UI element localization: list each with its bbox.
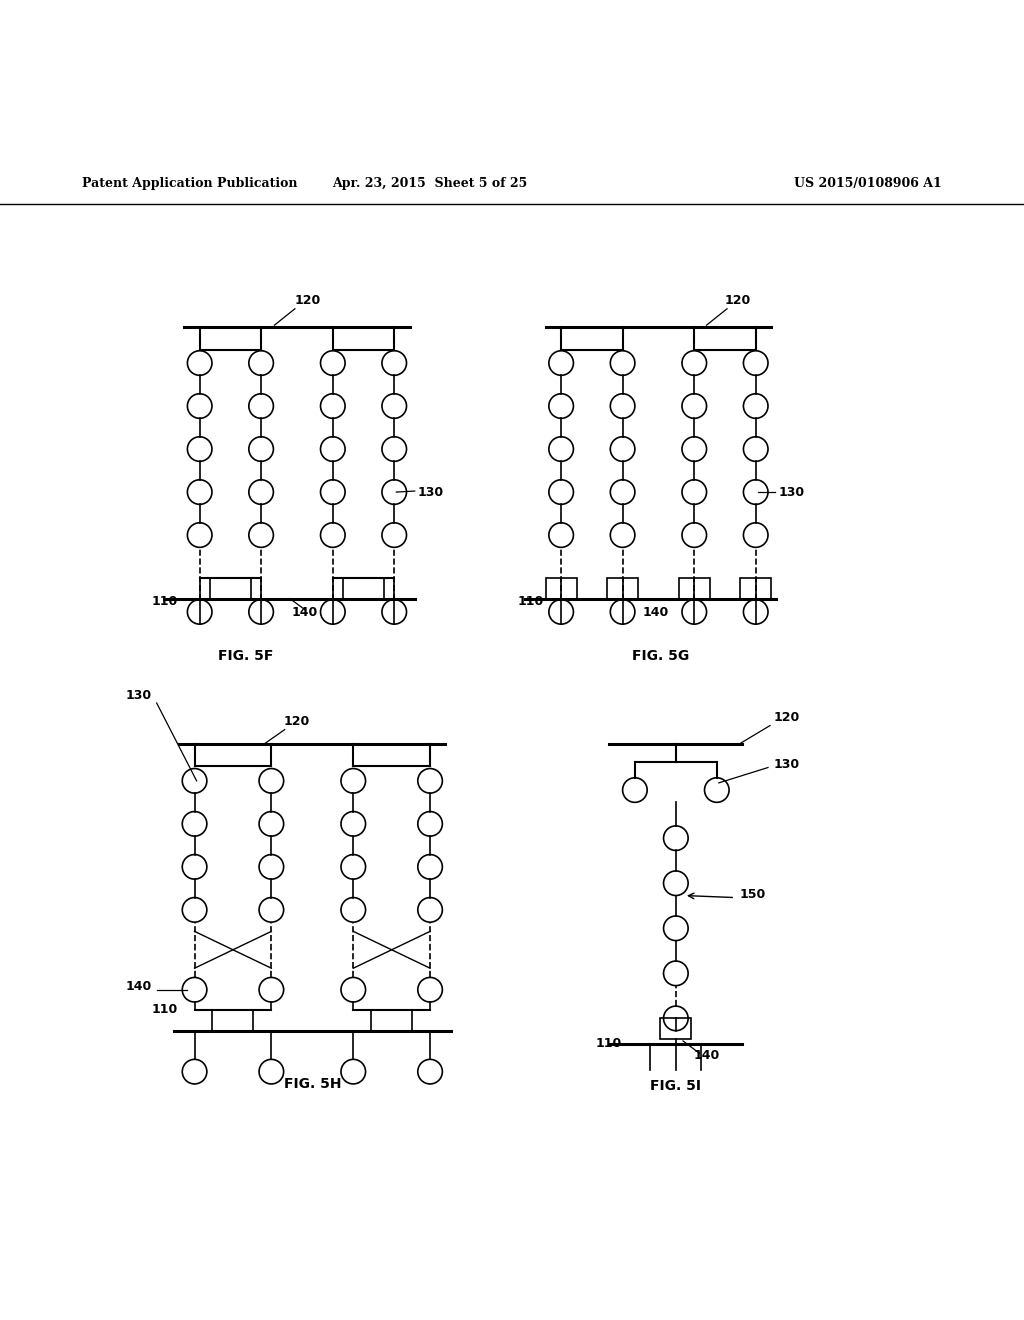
Text: 130: 130 (773, 758, 800, 771)
Text: 150: 150 (739, 887, 766, 900)
Bar (343, 578, 384, 598)
Text: 110: 110 (517, 595, 544, 607)
Bar (679, 578, 710, 598)
Text: 140: 140 (642, 606, 669, 619)
Text: FIG. 5I: FIG. 5I (650, 1078, 701, 1093)
Text: FIG. 5F: FIG. 5F (218, 649, 273, 663)
Bar (213, 1010, 254, 1031)
Text: FIG. 5G: FIG. 5G (632, 649, 689, 663)
Text: 120: 120 (773, 711, 800, 725)
Text: 110: 110 (152, 1003, 178, 1016)
Text: 140: 140 (292, 606, 318, 619)
Text: 140: 140 (693, 1049, 720, 1063)
Bar (210, 578, 251, 598)
Text: Apr. 23, 2015  Sheet 5 of 25: Apr. 23, 2015 Sheet 5 of 25 (333, 177, 527, 190)
Text: 110: 110 (152, 595, 178, 607)
Text: Patent Application Publication: Patent Application Publication (82, 177, 297, 190)
Bar (546, 578, 577, 598)
Bar (371, 1010, 412, 1031)
Text: FIG. 5H: FIG. 5H (284, 1077, 341, 1092)
Text: US 2015/0108906 A1: US 2015/0108906 A1 (795, 177, 942, 190)
Bar (740, 578, 771, 598)
Bar (607, 578, 638, 598)
Bar (660, 1019, 691, 1039)
Text: 130: 130 (125, 689, 152, 702)
Text: 120: 120 (294, 293, 321, 306)
Text: 130: 130 (778, 486, 805, 499)
Text: 130: 130 (418, 486, 444, 499)
Text: 120: 120 (724, 293, 751, 306)
Text: 140: 140 (125, 979, 152, 993)
Text: 110: 110 (596, 1038, 623, 1051)
Text: 120: 120 (284, 714, 310, 727)
